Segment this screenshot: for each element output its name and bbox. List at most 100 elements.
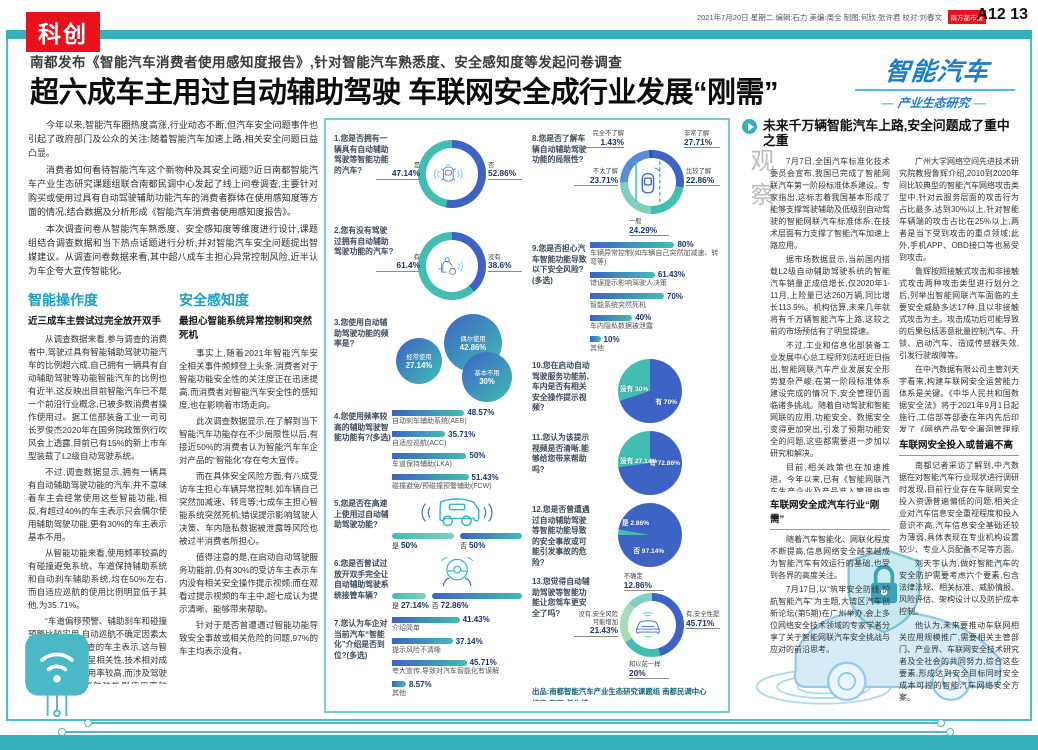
paragraph: 此次调查数据显示,在了解到当下智能汽车功能存在不少局限性以后,有接近50%的消费… — [179, 416, 318, 465]
bar-fill — [392, 638, 453, 644]
pie-slice-label: 没有 27.14% — [620, 457, 658, 465]
lane-car-icon — [631, 159, 672, 204]
bar-caption: 智能系统突然死机 — [590, 301, 646, 309]
paragraph: 不过,调查数据显示,拥有一辆具有自动辅助驾驶功能的汽车,并不意味着车主会经常使用… — [28, 467, 167, 542]
section-safety-perception: 安全感知度 最担心智能系统异常控制和突然死机 事实上,随着2021年智能汽车安全… — [179, 288, 318, 684]
observe-label: 观察 — [746, 148, 773, 216]
circuit-decor — [58, 728, 954, 735]
donut-chart — [620, 593, 684, 657]
bubble-经常使用: 经常使用 27.14% — [396, 338, 442, 384]
donut-hole — [426, 148, 478, 200]
bar-item: 40% 车内隐私数据被泄露 — [590, 313, 720, 332]
question-label: 12.您是否曾遭遇过自动辅助驾驶等智能功能导致的安全事故或可能引发事故的危险? — [532, 505, 590, 567]
question-label: 13.您觉得自动辅助驾驶等智能功能让您驾车更安全了吗? — [532, 577, 590, 618]
segment-label: 完全不了解 1.43% — [578, 130, 624, 148]
chart-area: 有 70% 没有 30% — [590, 357, 720, 425]
bar-value: 80% — [677, 240, 694, 249]
chart-area: 否 52.86% 是 47.14% — [376, 130, 522, 218]
bar-fill — [590, 271, 655, 278]
bar-line: 45.71% — [392, 658, 522, 667]
lead-sections: 智能操作度 近三成车主尝试过完全放开双手 从调查数据来看,参与调查的消费者中,驾… — [28, 288, 318, 684]
bar-item: 10% 其他 — [590, 335, 720, 354]
survey-question-6: 6.您是否曾试过放开双手完全让自动辅助驾驶系统接管车辆? 是 27.14% 否 72.8… — [334, 555, 522, 611]
bar-caption: 车道保持辅助(LKA) — [392, 461, 452, 468]
paragraph: 值得注意的是,在启动自动驾驶服务功能前,仍有30%的受访车主表示车内没有相关安全… — [179, 552, 318, 614]
paragraph: 刘天宇认为,做好智能汽车的安全防护需要考虑六个要素,包含法律法规、相关标准、威胁… — [899, 559, 1019, 616]
bar-caption: 碰撞避免/预碰撞预警辅助(FCW) — [392, 482, 492, 490]
pie-slice-label: 没有 30% — [620, 385, 649, 393]
pair-segment: 是 50% — [392, 533, 454, 551]
segment-value: 24.29% — [629, 226, 669, 236]
donut-chart — [620, 150, 684, 214]
paragraph: 从智能功能来看,使用频率较高的有碰撞避免系统、车道保持辅助系统和自动刹车辅助系统… — [28, 548, 167, 610]
survey-infographic-panel: 1.您是否拥有一辆具有自动辅助驾驶等智能功能的汽车? 否 52.86% 是 47.14%… — [324, 118, 730, 713]
bottom-band — [0, 735, 1038, 750]
bar-value: 50% — [469, 451, 486, 460]
observe-subhead-1: 车联网安全成汽车行业“刚需” — [770, 492, 890, 530]
bar-line: 51.43% — [392, 473, 522, 482]
survey-column-1: 1.您是否拥有一辆具有自动辅助驾驶等智能功能的汽车? 否 52.86% 是 47.14%… — [334, 130, 522, 701]
masthead-badge: 南方都市报 — [947, 10, 986, 24]
segment-value: 38.6% — [488, 261, 522, 272]
paragraph: 本次调查问卷从智能汽车熟悉度、安全感知度等维度进行设计,课题组结合调查数据和当下… — [28, 224, 318, 276]
pie-chart: 有 70% 没有 30% — [618, 359, 682, 423]
steering-hands-icon — [392, 555, 522, 591]
survey-question-2: 2.您有没有驾驶过拥有自动辅助驾驶功能的汽车? 没有 38.6% 有 61.4% — [334, 222, 522, 310]
bar-fill — [392, 431, 446, 437]
segment-name: 有,安全性提高 — [686, 611, 720, 619]
segment-label: 有 61.4% — [376, 254, 420, 272]
paragraph: 广州大学网络空间先进技术研究院教授鲁辉介绍,2010到2020年间比较典型的智能… — [899, 157, 1019, 262]
credit-line: 出品:南都智能汽车产业生态研究课题组 南都民调中心 — [532, 687, 707, 696]
observe-col1-body2: 随着汽车智能化、网联化程度不断提高,信息网络安全越来越成为智能汽车有效运行的基础… — [770, 534, 890, 656]
bar-fill — [392, 533, 454, 539]
segment-label: 没有,安全风险可能增加 21.43% — [574, 611, 618, 637]
bubble-value: 27.14% — [405, 361, 433, 370]
bar-item: 51.43% 碰撞避免/预碰撞预警辅助(FCW) — [392, 473, 522, 492]
observe-col-2: 广州大学网络空间先进技术研究院教授鲁辉介绍,2010到2020年间比较典型的智能… — [899, 156, 1019, 711]
bubble-value: 30% — [479, 377, 495, 386]
survey-question-4: 4.您使用频率较高的辅助驾驶智能功能有?(多选) 48.57% 自动刹车辅助系统(A… — [334, 408, 522, 491]
pair-label: 是 50% — [392, 541, 418, 550]
segment-name: 有 — [413, 253, 420, 261]
bar-line: 8.57% — [392, 680, 522, 689]
bubble-name: 基本不用 — [474, 370, 500, 377]
pair-label: 是 27.14% — [392, 601, 429, 610]
chart-area: 41.43% 介绍简单 37.14% 提示风险不清晰 45.71% 夸大宣传,导致对汽车智… — [392, 615, 522, 698]
bar-fill — [590, 241, 675, 248]
segment-value: 27.71% — [684, 138, 720, 148]
bar-line: 40% — [590, 313, 720, 322]
bar-value: 8.57% — [408, 679, 432, 689]
question-label: 8.您是否了解车辆自动辅助驾驶功能的局限性? — [532, 134, 587, 164]
survey-question-10: 10.您在启动自动驾驶服务功能前,车内是否有相关安全操作提示视频? 有 70% 没有… — [532, 357, 720, 425]
pie-chart: 有 72.86% 没有 27.14% — [618, 431, 682, 495]
donut-hole — [628, 601, 676, 649]
bar-caption: 提示风险不清晰 — [392, 646, 441, 654]
driver-icon — [430, 255, 475, 276]
play-icon — [742, 119, 757, 134]
paragraph: 事实上,随着2021年智能汽车安全相关事件频频登上头条,消费者对于智能功能安全性… — [179, 348, 318, 410]
question-label: 3.您使用自动辅助驾驶功能的频率是? — [334, 318, 389, 348]
question-label: 9.您是否担心汽车智能功能导致以下安全风险?(多选) — [532, 244, 587, 285]
segment-label: 和以前一样 20% — [629, 661, 669, 679]
paragraph: 据市场数据显示,当前国内搭载L2级自动辅助驾驶系统的智能汽车销量正成倍增长,仅2… — [770, 255, 890, 336]
pie-slice-label: 有 72.86% — [649, 460, 680, 468]
bar-line: 80% — [590, 240, 720, 249]
question-label: 2.您有没有驾驶过拥有自动辅助驾驶功能的汽车? — [334, 226, 394, 256]
survey-question-9: 9.您是否担心汽车智能功能导致以下安全风险?(多选) 80% 车辆异常控制(如车辆自… — [532, 240, 720, 353]
chart-area: 非常了解 27.71% 比较了解 22.86% 一般 24.29% 不太了解 23.71% 完全… — [574, 130, 720, 236]
pair-segment: 是 27.14% — [392, 593, 429, 611]
segment-label: 非常了解 27.71% — [684, 130, 720, 148]
wifi-icon — [22, 632, 92, 723]
bar-caption: 其他 — [590, 344, 604, 352]
bar-line: 61.43% — [590, 270, 720, 279]
survey-credits: 出品:南都智能汽车产业生态研究课题组 南都民调中心统筹:甄芹 任先博采写:南都记… — [532, 687, 720, 701]
section-heading: 安全感知度 — [179, 292, 249, 308]
pie-slice-label: 是 2.86% — [622, 519, 650, 527]
bar-caption: 车内隐私数据被泄露 — [590, 323, 653, 330]
bar-caption: 自适应巡航(ACC) — [392, 439, 447, 447]
survey-question-11: 11.您认为该提示视频是否清晰,能够给您带来帮助吗? 有 72.86% 没有 27.… — [532, 429, 720, 497]
bar-value: 61.43% — [657, 270, 685, 279]
bar-fill — [392, 659, 467, 666]
bar-fill — [431, 593, 522, 599]
